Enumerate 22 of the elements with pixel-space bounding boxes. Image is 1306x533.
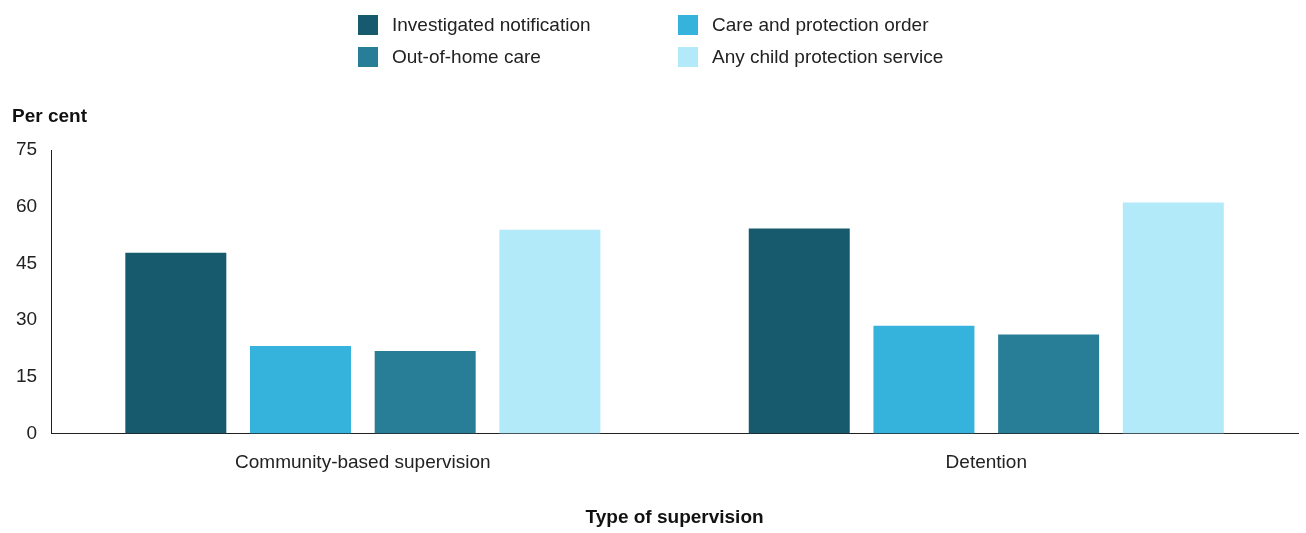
y-tick-label: 60 [15, 194, 38, 216]
legend-label: Out-of-home care [392, 46, 541, 68]
y-tick-label: 30 [15, 308, 38, 330]
legend-label: Care and protection order [712, 14, 929, 36]
y-tick-label: 0 [26, 421, 38, 443]
y-tick-label: 15 [15, 364, 38, 386]
x-tick-label: Detention [945, 451, 1027, 473]
legend-label: Investigated notification [392, 14, 591, 36]
legend-label: Any child protection service [712, 46, 944, 68]
bar [998, 334, 1100, 434]
x-tick-label: Community-based supervision [235, 451, 491, 473]
y-tick-label: 75 [15, 138, 38, 160]
bar [1122, 202, 1224, 434]
bar [499, 229, 601, 434]
y-tick-label: 45 [15, 251, 38, 273]
x-axis-title: Type of supervision [585, 505, 764, 527]
bar [250, 346, 352, 434]
bar [873, 325, 975, 434]
bar [374, 351, 476, 434]
y-axis-title: Per cent [12, 105, 87, 127]
bar [748, 228, 850, 434]
bar [125, 252, 227, 434]
